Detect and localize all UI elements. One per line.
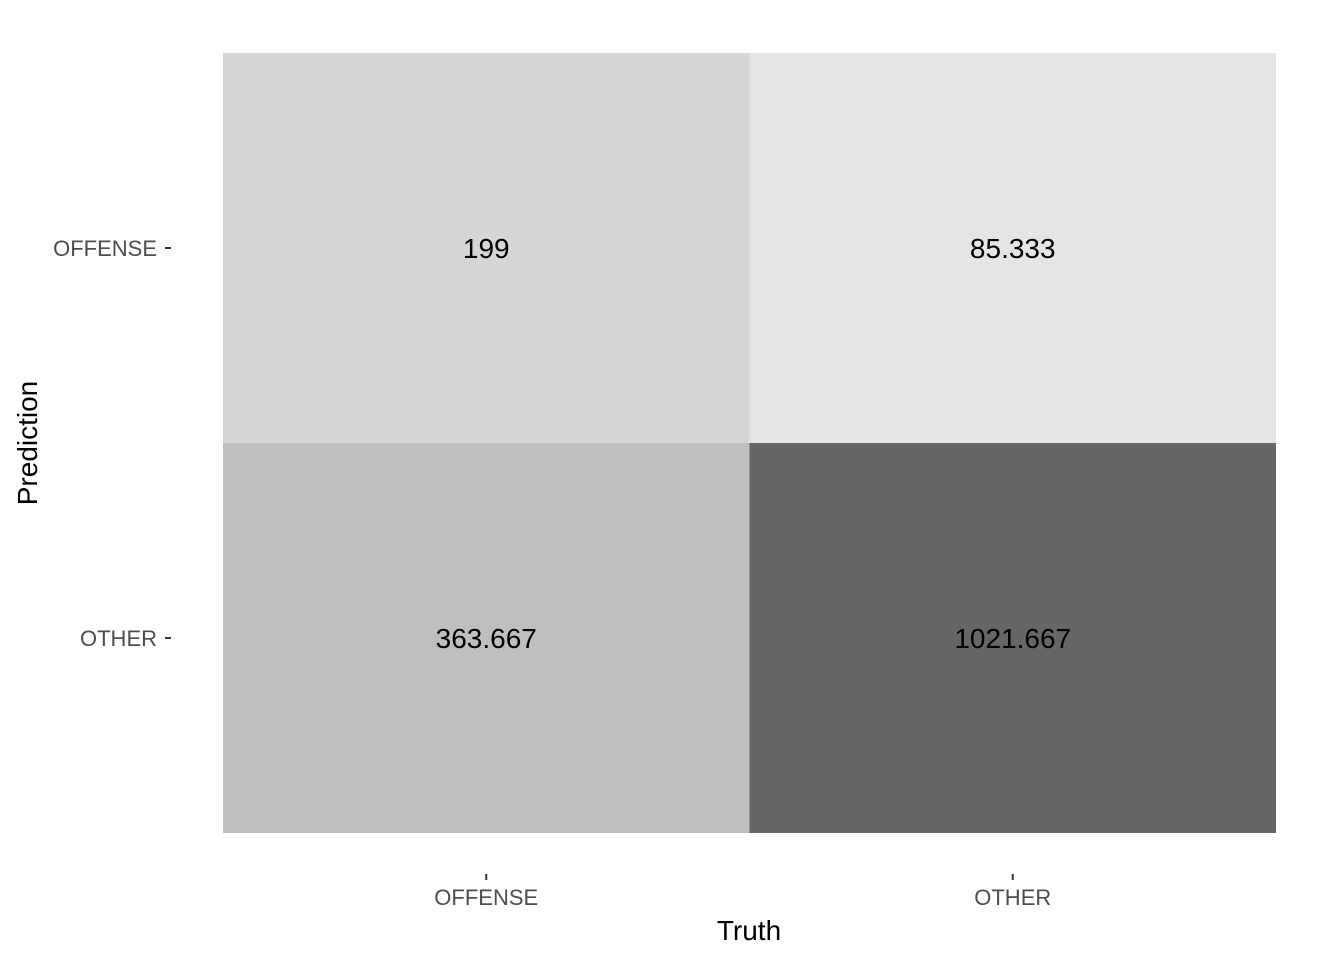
heatmap-cells — [223, 53, 1276, 833]
y-axis: OFFENSE OTHER — [53, 236, 171, 651]
cell-value-pred-other-truth-offense: 363.667 — [436, 623, 537, 654]
cell-value-pred-other-truth-other: 1021.667 — [954, 623, 1071, 654]
y-tick-label-other: OTHER — [80, 626, 157, 651]
cell-pred-offense-truth-offense — [223, 53, 750, 443]
cell-pred-offense-truth-other — [749, 53, 1276, 443]
cell-value-pred-offense-truth-offense: 199 — [463, 233, 510, 264]
cell-value-pred-offense-truth-other: 85.333 — [970, 233, 1056, 264]
y-axis-title: Prediction — [12, 381, 43, 506]
cell-pred-other-truth-other — [749, 443, 1276, 833]
x-tick-label-offense: OFFENSE — [434, 885, 538, 910]
cell-pred-other-truth-offense — [223, 443, 750, 833]
y-tick-label-offense: OFFENSE — [53, 236, 157, 261]
x-tick-label-other: OTHER — [974, 885, 1051, 910]
x-axis-title: Truth — [717, 915, 781, 946]
cell-value-labels: 199 85.333 363.667 1021.667 — [436, 233, 1072, 654]
x-axis: OFFENSE OTHER — [434, 874, 1051, 910]
